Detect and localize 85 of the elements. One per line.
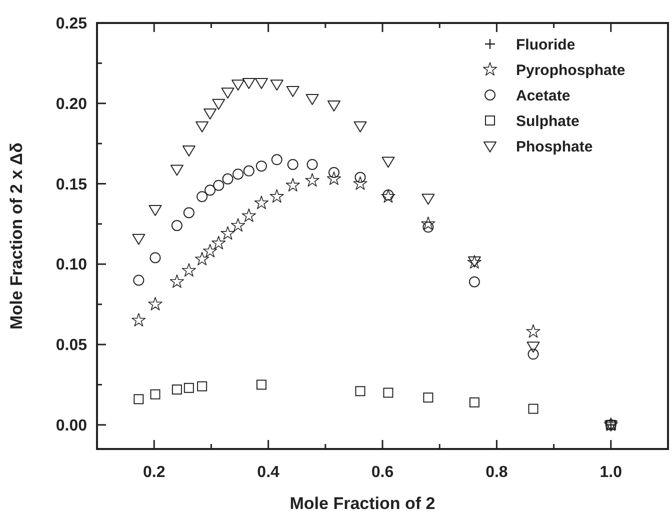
legend-label: Fluoride xyxy=(516,36,576,54)
x-tick-label: 0.4 xyxy=(257,464,280,481)
y-axis-title: Mole Fraction of 2 x Δδ xyxy=(7,142,26,330)
point xyxy=(203,244,218,258)
x-tick-label: 1.0 xyxy=(600,464,622,481)
point xyxy=(286,178,300,192)
y-tick-label: 0.15 xyxy=(56,176,88,194)
point xyxy=(196,191,208,202)
point xyxy=(256,160,267,172)
point xyxy=(213,180,224,191)
point xyxy=(172,384,182,395)
point xyxy=(242,208,256,222)
point xyxy=(306,94,319,106)
point xyxy=(170,274,184,288)
point xyxy=(355,386,366,396)
point xyxy=(148,296,162,310)
point xyxy=(204,108,217,120)
point xyxy=(232,168,244,180)
x-tick-label: 0.8 xyxy=(486,464,508,481)
point xyxy=(327,100,340,112)
point xyxy=(286,86,300,98)
point xyxy=(469,397,480,408)
legend-label: Acetate xyxy=(516,87,570,104)
point xyxy=(242,78,256,89)
point xyxy=(222,173,234,184)
x-tick-label: 0.6 xyxy=(371,464,394,481)
point xyxy=(204,184,216,196)
point xyxy=(468,276,480,288)
point xyxy=(230,218,246,232)
point xyxy=(326,172,342,185)
legend-label: Pyrophosphate xyxy=(516,62,626,79)
point xyxy=(197,381,208,392)
point xyxy=(243,165,254,176)
y-tick-label: 0.10 xyxy=(56,256,88,274)
point xyxy=(353,176,368,190)
point xyxy=(270,80,284,91)
point xyxy=(150,389,160,400)
point xyxy=(170,164,184,176)
point xyxy=(382,156,395,168)
point xyxy=(328,167,340,178)
point xyxy=(254,78,268,89)
point xyxy=(287,158,298,170)
point xyxy=(220,226,235,240)
point xyxy=(171,220,182,232)
point xyxy=(270,189,284,203)
point xyxy=(182,263,196,277)
point xyxy=(422,222,434,233)
point xyxy=(133,274,144,286)
point xyxy=(423,392,434,403)
point xyxy=(421,216,436,230)
point xyxy=(221,88,234,99)
point xyxy=(232,80,245,91)
point xyxy=(306,158,318,170)
point xyxy=(148,204,162,216)
point xyxy=(383,388,394,398)
point xyxy=(212,236,226,250)
point xyxy=(354,172,366,183)
y-tick-label: 0.05 xyxy=(56,337,88,354)
point xyxy=(134,394,144,404)
point xyxy=(528,404,538,414)
point xyxy=(196,121,209,132)
x-axis-title: Mole Fraction of 2 xyxy=(290,494,436,511)
point xyxy=(195,252,210,266)
point xyxy=(132,312,146,326)
y-tick-label: 0.20 xyxy=(56,96,88,113)
point xyxy=(354,121,367,132)
point xyxy=(183,207,194,218)
legend-label: Phosphate xyxy=(516,138,593,156)
x-tick-label: 0.2 xyxy=(142,464,166,481)
point xyxy=(182,145,196,156)
y-tick-label: 0.00 xyxy=(56,417,88,434)
point xyxy=(254,196,269,210)
y-tick-label: 0.25 xyxy=(56,16,88,33)
point xyxy=(132,234,146,245)
point xyxy=(184,382,194,393)
point xyxy=(256,380,266,390)
legend-label: Sulphate xyxy=(516,112,580,130)
point xyxy=(526,324,540,338)
point xyxy=(305,173,320,187)
point xyxy=(526,342,540,353)
point xyxy=(422,194,435,205)
point xyxy=(150,252,161,264)
point xyxy=(212,98,226,110)
point xyxy=(528,348,539,360)
point xyxy=(271,154,282,166)
